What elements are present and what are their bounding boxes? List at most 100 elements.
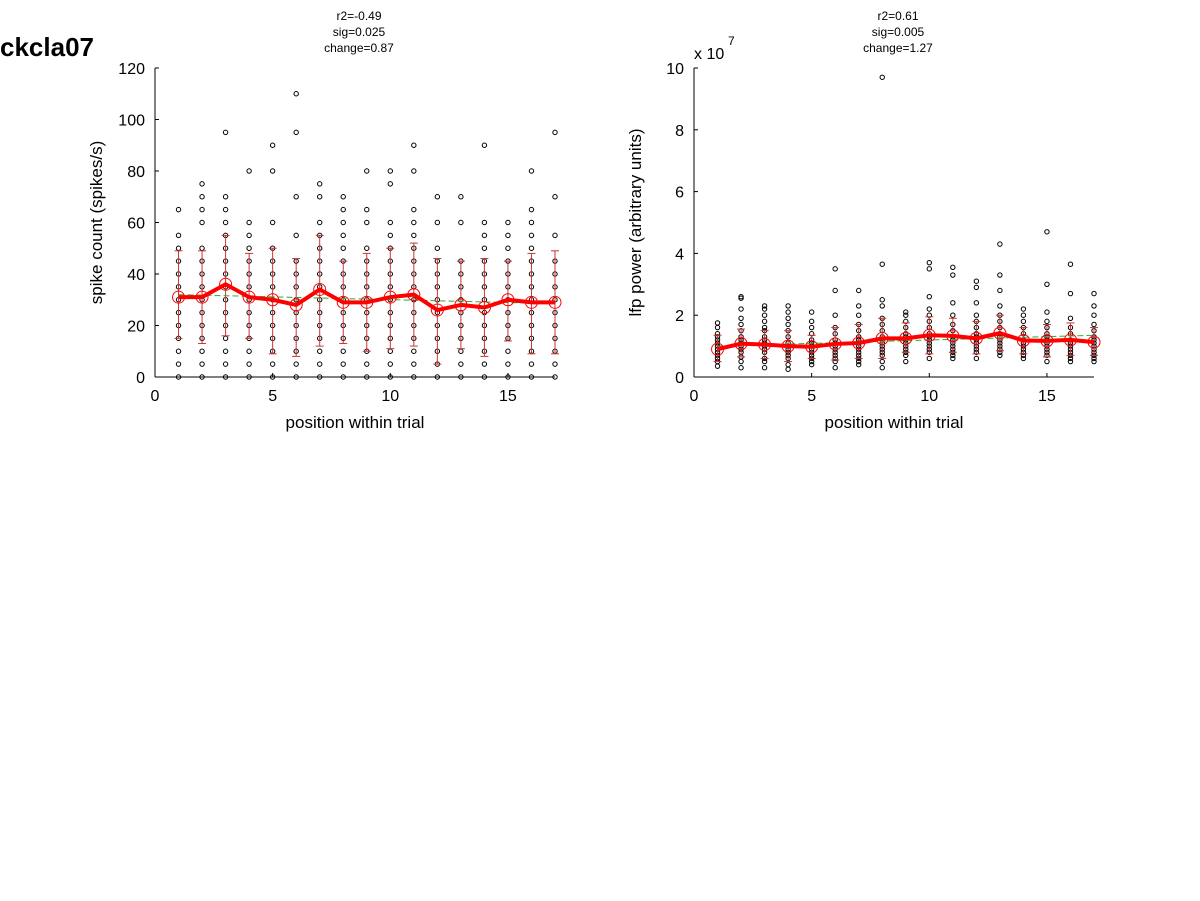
mean-line xyxy=(178,282,555,313)
data-point xyxy=(903,352,909,359)
data-point xyxy=(879,261,885,267)
mean-marker xyxy=(407,288,421,302)
data-point xyxy=(411,361,417,367)
data-point xyxy=(785,303,791,309)
y-tick-label: 120 xyxy=(118,61,145,78)
data-point xyxy=(761,318,768,325)
data-point xyxy=(481,361,488,367)
data-point xyxy=(973,278,980,284)
data-point xyxy=(950,312,956,318)
data-point xyxy=(950,272,956,278)
data-point xyxy=(222,219,229,226)
data-point xyxy=(340,361,346,367)
data-point xyxy=(552,129,558,136)
data-point xyxy=(997,272,1003,278)
data-point xyxy=(785,315,791,321)
data-point xyxy=(879,358,885,365)
data-point xyxy=(950,300,956,306)
data-point xyxy=(973,300,980,306)
x-axis-label: position within trial xyxy=(825,413,964,432)
data-point xyxy=(856,358,862,365)
data-point xyxy=(269,168,276,174)
data-point xyxy=(738,293,744,300)
data-point xyxy=(903,312,909,318)
data-point xyxy=(481,374,488,380)
mean-marker xyxy=(242,290,256,304)
data-point xyxy=(528,206,535,213)
data-point xyxy=(387,361,393,367)
data-point xyxy=(246,361,252,367)
data-point xyxy=(246,168,252,174)
data-point xyxy=(199,245,205,251)
data-point xyxy=(1067,290,1074,297)
mean-marker xyxy=(852,336,866,350)
data-point xyxy=(269,361,276,367)
stat-line: change=1.27 xyxy=(863,41,933,55)
data-point xyxy=(950,355,956,362)
mean-marker xyxy=(946,329,960,343)
mean-marker xyxy=(805,340,819,354)
y-tick-label: 2 xyxy=(675,308,684,325)
mean-marker xyxy=(313,282,327,296)
data-point xyxy=(293,361,299,367)
data-point xyxy=(808,324,815,331)
data-point xyxy=(317,348,323,354)
data-point xyxy=(364,374,370,380)
data-point xyxy=(761,324,768,331)
data-point xyxy=(738,358,744,365)
y-tick-label: 80 xyxy=(127,164,145,181)
data-point xyxy=(387,181,393,187)
mean-marker xyxy=(524,295,538,309)
data-point xyxy=(808,361,815,368)
data-point xyxy=(246,374,252,380)
data-point xyxy=(481,142,488,148)
data-point xyxy=(973,312,980,318)
data-point xyxy=(808,309,815,315)
x-tick-label: 15 xyxy=(499,388,517,405)
data-point xyxy=(222,348,229,354)
data-point xyxy=(1020,306,1027,312)
data-point xyxy=(505,219,511,226)
data-point xyxy=(458,194,464,200)
data-point xyxy=(505,374,511,380)
mean-marker xyxy=(1040,334,1054,348)
mean-marker xyxy=(1087,335,1101,349)
data-point xyxy=(458,219,464,226)
mean-marker xyxy=(828,337,842,351)
data-point xyxy=(293,194,299,200)
stat-line: change=0.87 xyxy=(324,41,394,55)
data-point xyxy=(832,287,838,294)
data-point xyxy=(505,348,511,354)
y-tick-label: 8 xyxy=(675,123,684,140)
y-tick-label: 10 xyxy=(666,61,684,78)
mean-marker xyxy=(1063,333,1077,347)
data-point xyxy=(199,181,205,187)
y-tick-label: 0 xyxy=(136,370,145,387)
data-point xyxy=(411,168,417,174)
x-tick-label: 5 xyxy=(807,388,816,405)
data-point xyxy=(1044,281,1050,287)
data-point xyxy=(293,91,299,97)
data-point xyxy=(879,303,885,309)
data-point xyxy=(269,142,276,148)
data-point xyxy=(481,232,488,239)
data-point xyxy=(552,361,558,367)
mean-marker xyxy=(383,290,397,304)
data-point xyxy=(738,365,744,371)
mean-marker xyxy=(969,331,983,345)
data-point xyxy=(434,194,441,200)
mean-marker xyxy=(266,293,280,307)
data-point xyxy=(222,335,229,342)
data-point xyxy=(856,361,862,368)
figure-label: ckcla07 xyxy=(0,32,94,62)
data-point xyxy=(1044,309,1050,315)
data-point xyxy=(926,266,932,272)
data-point xyxy=(528,361,535,367)
data-point xyxy=(973,284,980,291)
data-point xyxy=(317,219,323,226)
y-tick-label: 20 xyxy=(127,319,145,336)
data-point xyxy=(808,358,815,365)
data-point xyxy=(293,232,299,239)
y-axis-label: spike count (spikes/s) xyxy=(87,141,106,304)
data-point xyxy=(434,374,441,380)
